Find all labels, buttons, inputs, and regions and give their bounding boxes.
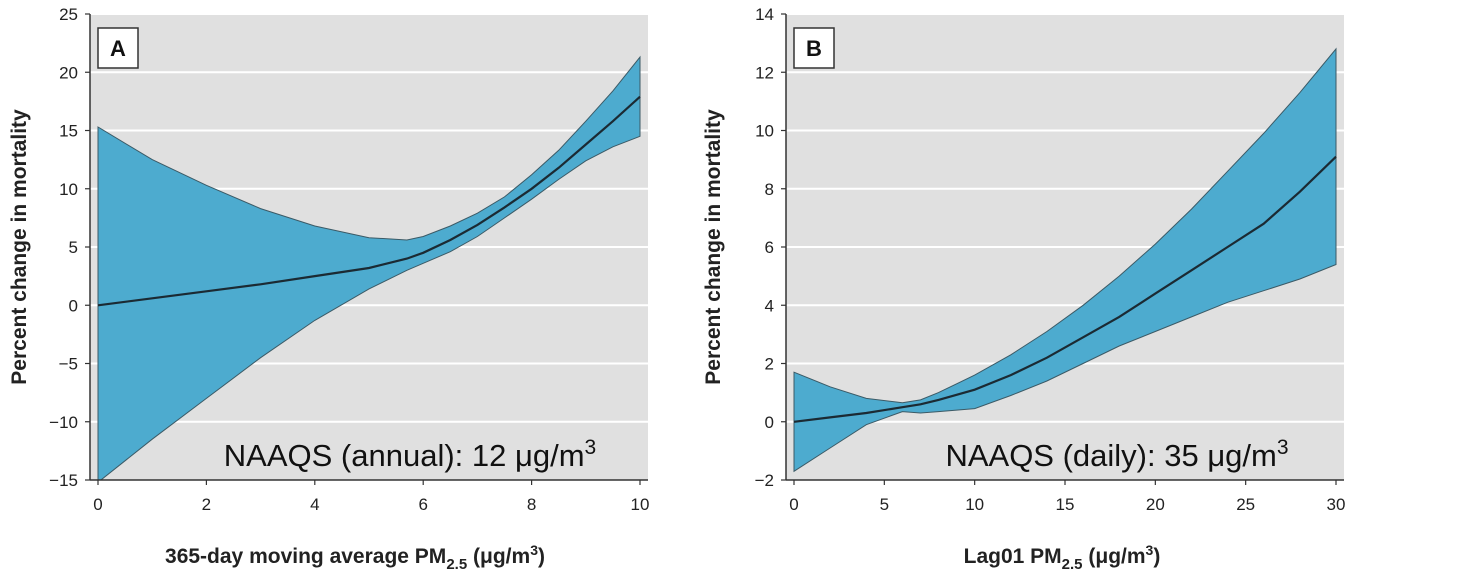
x-tick-label: 30	[1327, 495, 1346, 514]
y-tick-label: 2	[765, 355, 774, 374]
x-tick-label: 10	[965, 495, 984, 514]
x-tick-label: 6	[418, 495, 427, 514]
panel-letter: B	[806, 36, 822, 61]
y-tick-label: −2	[755, 471, 774, 490]
x-tick-label: 2	[202, 495, 211, 514]
y-tick-label: −15	[49, 471, 78, 490]
naaqs-annotation: NAAQS (annual): 12 μg/m3	[224, 436, 596, 473]
y-tick-label: 12	[755, 63, 774, 82]
panel-a: −15 −10 −5 0 5 10 15 20 25 0 2 4 6 8 10 Percent change …	[8, 5, 649, 573]
naaqs-annotation: NAAQS (daily): 35 μg/m3	[945, 436, 1288, 473]
panel-letter-box	[97, 27, 139, 69]
confidence-band	[793, 47, 1337, 473]
x-tick-label: 4	[310, 495, 319, 514]
x-tick-label: 10	[631, 495, 650, 514]
panel-letter-box	[793, 27, 835, 69]
x-tick-label: 0	[789, 495, 798, 514]
x-tick-label: 25	[1236, 495, 1255, 514]
x-tick-label: 15	[1056, 495, 1075, 514]
x-axis-label: Lag01 PM2.5 (μg/m3)	[964, 542, 1161, 573]
panel-letter: A	[110, 36, 126, 61]
y-tick-label: 4	[765, 296, 774, 315]
y-tick-label: 14	[755, 5, 774, 24]
y-axis-label: Percent change in mortality	[702, 109, 725, 385]
y-tick-label: 0	[69, 296, 78, 315]
y-tick-label: 25	[59, 5, 78, 24]
y-tick-label: 0	[765, 413, 774, 432]
estimate-line	[793, 155, 1337, 423]
y-tick-label: −5	[59, 355, 78, 374]
x-tick-label: 8	[527, 495, 536, 514]
y-tick-label: 10	[59, 180, 78, 199]
x-tick-label: 20	[1146, 495, 1165, 514]
y-axis-label: Percent change in mortality	[8, 109, 31, 385]
y-tick-label: 5	[69, 238, 78, 257]
x-tick-label: 0	[93, 495, 102, 514]
y-tick-label: 15	[59, 122, 78, 141]
estimate-line	[97, 95, 641, 307]
panel-b: −2 0 2 4 6 8 10 12 14 0 5 10 15 20 25 30 Percent change …	[702, 5, 1345, 573]
y-tick-label: 8	[765, 180, 774, 199]
y-tick-label: 20	[59, 63, 78, 82]
y-tick-label: 10	[755, 122, 774, 141]
x-tick-label: 5	[880, 495, 889, 514]
y-tick-label: 6	[765, 238, 774, 257]
y-tick-label: −10	[49, 413, 78, 432]
x-axis-label: 365-day moving average PM2.5 (μg/m3)	[165, 542, 545, 573]
